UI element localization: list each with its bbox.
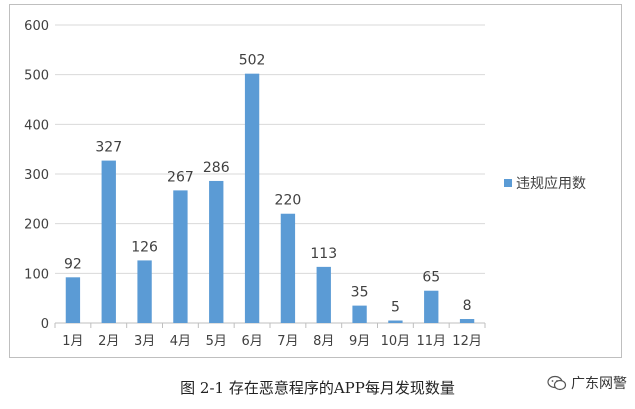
bar (316, 266, 331, 323)
x-tick-label: 8月 (313, 334, 334, 349)
y-tick-label: 100 (24, 267, 49, 282)
data-label: 267 (167, 169, 194, 185)
y-tick-label: 300 (24, 168, 49, 183)
data-label: 220 (275, 193, 302, 209)
legend-label: 违规应用数 (516, 175, 586, 192)
x-tick-label: 11月 (416, 334, 446, 349)
bar-chart: 0 100 200 300 400 500 600 92 327 126 267 286 502 220… (24, 19, 586, 349)
watermark: 广东网警 (547, 373, 627, 393)
wechat-icon (547, 375, 567, 391)
y-tick-label: 500 (24, 69, 49, 84)
data-label: 327 (95, 140, 122, 156)
y-tick-label: 600 (24, 19, 49, 34)
bar (424, 290, 439, 323)
bar (137, 260, 152, 323)
figure-caption: 图 2-1 存在恶意程序的APP每月发现数量 (180, 379, 455, 397)
x-tick-label: 4月 (170, 334, 191, 349)
x-tick-label: 9月 (349, 334, 370, 349)
data-label: 65 (422, 270, 440, 286)
data-label: 92 (64, 256, 82, 272)
x-tick-label: 7月 (277, 334, 298, 349)
data-label: 502 (239, 53, 266, 69)
bars (65, 73, 475, 323)
bar (352, 305, 367, 323)
gridlines (55, 24, 485, 324)
y-tick-label: 400 (24, 118, 49, 133)
bar (209, 180, 224, 323)
x-axis-ticks: 1月 2月 3月 4月 5月 6月 7月 8月 9月 10月 11月 12月 (54, 323, 486, 349)
data-label: 286 (203, 160, 230, 176)
x-tick-label: 1月 (62, 334, 83, 349)
watermark-text: 广东网警 (571, 376, 627, 392)
y-tick-label: 0 (41, 317, 49, 332)
bar (173, 190, 188, 323)
x-tick-label: 12月 (452, 334, 482, 349)
data-label: 113 (310, 246, 337, 262)
chart-frame: 0 100 200 300 400 500 600 92 327 126 267 286 502 220… (9, 4, 622, 358)
x-tick-label: 5月 (206, 334, 227, 349)
data-label: 126 (131, 239, 158, 255)
x-tick-label: 3月 (134, 334, 155, 349)
y-axis-ticks: 0 100 200 300 400 500 600 (24, 19, 49, 332)
y-tick-label: 200 (24, 218, 49, 233)
data-label: 5 (391, 300, 400, 316)
bar (244, 73, 260, 323)
bar (280, 213, 296, 323)
data-label: 35 (351, 285, 369, 301)
bar (101, 160, 116, 323)
bar (65, 277, 81, 323)
x-tick-label: 2月 (98, 334, 119, 349)
data-labels: 92 327 126 267 286 502 220 113 35 5 65 8 (64, 53, 472, 316)
bar (388, 320, 403, 323)
legend: 违规应用数 (504, 175, 586, 192)
data-label: 8 (463, 298, 472, 314)
x-tick-label: 6月 (241, 334, 262, 349)
bar (459, 319, 475, 323)
legend-swatch (504, 179, 512, 187)
x-tick-label: 10月 (381, 334, 411, 349)
